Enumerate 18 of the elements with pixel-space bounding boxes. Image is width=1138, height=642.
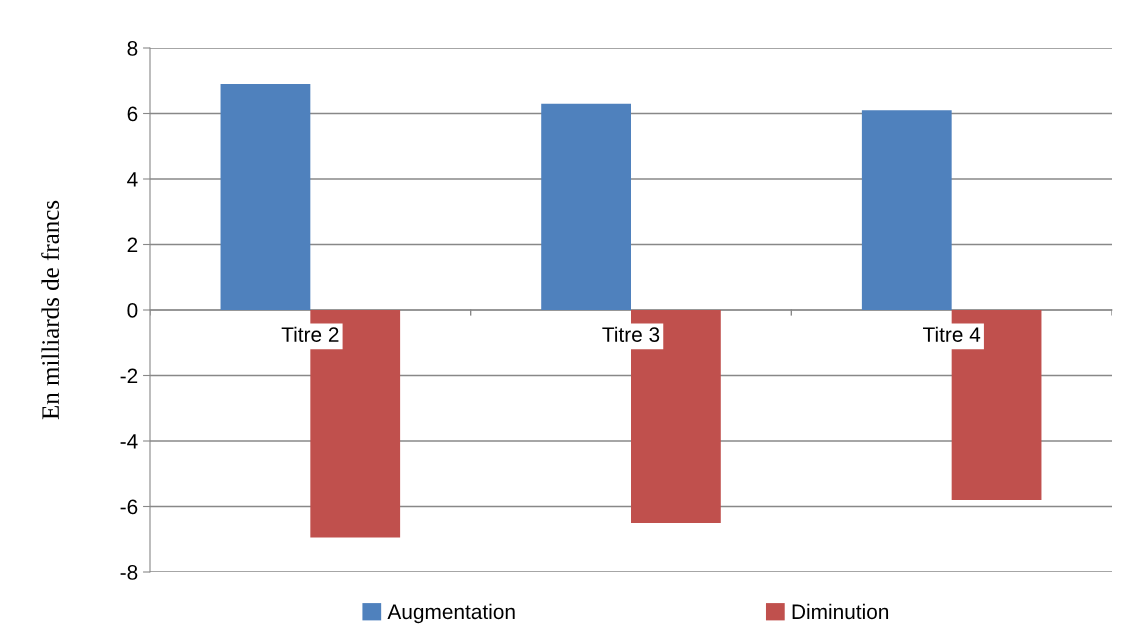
y-tick-label: 8 (127, 41, 138, 56)
y-tick-label: 4 (127, 172, 138, 187)
y-tick-label: -4 (120, 434, 138, 449)
legend-label: Augmentation (387, 603, 515, 624)
y-tick-label: -6 (120, 499, 138, 515)
bar (541, 103, 631, 310)
y-tick-label: 2 (127, 237, 138, 253)
y-tick-label: 0 (127, 303, 138, 318)
x-tick-label: Titre 2 (281, 326, 339, 342)
bar (220, 84, 311, 310)
y-tick-label: 6 (127, 106, 138, 122)
x-tick-label: Titre 4 (923, 326, 981, 342)
legend-label: Diminution (792, 603, 889, 620)
bar (861, 110, 952, 310)
x-tick-label: Titre 3 (602, 326, 660, 342)
y-axis-title: En milliards de francs (41, 200, 60, 420)
y-tick-label: -8 (120, 565, 138, 580)
y-tick-label: -2 (120, 368, 138, 384)
